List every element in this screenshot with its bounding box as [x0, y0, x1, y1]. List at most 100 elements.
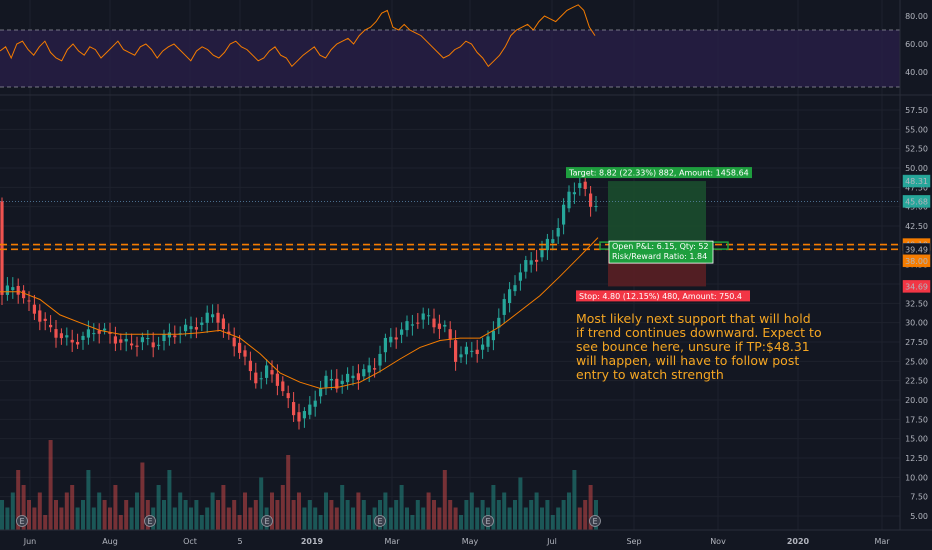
- rsi-pane: [0, 4, 900, 88]
- volume-bar: [523, 507, 528, 530]
- volume-bar: [534, 492, 539, 530]
- candle-body: [124, 338, 128, 342]
- candle-body: [481, 344, 485, 350]
- volume-bar: [140, 462, 145, 530]
- volume-bar: [86, 470, 91, 530]
- volume-bar: [340, 485, 345, 530]
- moving-average-line: [0, 237, 599, 389]
- candle-body: [162, 334, 166, 341]
- time-tick-label: 2019: [301, 537, 324, 546]
- candle-body: [529, 260, 533, 265]
- candle-body: [59, 333, 63, 339]
- price-tick-label: 10.00: [905, 473, 928, 482]
- volume-bar: [545, 500, 550, 530]
- candle-body: [103, 328, 107, 331]
- volume-bar: [124, 500, 129, 530]
- price-tag-bg: [902, 254, 931, 268]
- target-zone: [608, 181, 706, 250]
- earnings-marker: [589, 515, 601, 527]
- volume-bar: [226, 507, 231, 530]
- rsi-tick-label: 40.00: [905, 68, 928, 77]
- time-tick-label: 2020: [787, 537, 810, 546]
- volume-bar: [324, 492, 328, 530]
- candle-body: [367, 365, 371, 373]
- volume-bar: [394, 500, 399, 530]
- price-tag: 39.49: [905, 245, 928, 254]
- candle-body: [297, 412, 301, 422]
- earnings-marker-label: E: [264, 517, 269, 526]
- stop-label: Stop: 4.80 (12.15%) 480, Amount: 750.4: [579, 292, 742, 301]
- volume-bar: [48, 440, 53, 530]
- volume-bar: [16, 470, 21, 530]
- candle-body: [22, 290, 26, 299]
- candle-body: [54, 329, 58, 338]
- horizontal-lines[interactable]: [0, 201, 900, 251]
- candle-body: [572, 192, 576, 195]
- volume-bar: [75, 507, 80, 530]
- candle-body: [194, 327, 198, 330]
- price-tick-label: 42.50: [905, 222, 928, 231]
- time-tick-label: Nov: [710, 537, 726, 546]
- candle-body: [383, 337, 387, 353]
- volume-bar: [453, 507, 458, 530]
- volume-bar: [102, 500, 107, 530]
- candle-body: [135, 345, 139, 347]
- volume-bar: [437, 507, 442, 530]
- time-tick-label: Jul: [546, 537, 557, 546]
- candle-body: [200, 322, 204, 325]
- volume-bar: [507, 507, 512, 530]
- earnings-marker: [374, 515, 386, 527]
- price-axis[interactable]: 57.5055.0052.5050.0047.5045.0042.5040.00…: [899, 0, 931, 530]
- candle-body: [65, 335, 69, 338]
- candle-body: [146, 338, 150, 340]
- candle-body: [49, 324, 53, 328]
- candle-body: [443, 324, 447, 327]
- volume-bar: [502, 492, 507, 530]
- candle-body: [551, 239, 555, 244]
- volume-bar: [59, 507, 64, 530]
- candle-body: [589, 193, 593, 207]
- time-axis[interactable]: Jun Aug Oct 5 2019 Mar May Jul Sep Nov 2020 Mar: [0, 529, 932, 546]
- rsi-tick-label: 80.00: [905, 12, 928, 21]
- price-tick-label: 25.00: [905, 357, 928, 366]
- candle-body: [524, 260, 528, 272]
- volume-bar: [540, 507, 544, 530]
- candle-body: [184, 324, 188, 332]
- candle-body: [238, 342, 242, 353]
- earnings-marker: [144, 515, 156, 527]
- candle-body: [281, 381, 285, 392]
- price-tick-label: 12.50: [905, 454, 928, 463]
- candle-body: [454, 340, 458, 362]
- volume-bar: [464, 500, 469, 530]
- candle-body: [5, 285, 9, 295]
- volume-bar: [459, 515, 463, 530]
- candle-body: [151, 342, 155, 348]
- volume-bar: [108, 507, 112, 530]
- candle-body: [248, 360, 252, 372]
- volume-bar: [583, 500, 588, 530]
- candle-body: [578, 183, 582, 189]
- volume-bar: [567, 492, 571, 530]
- candle-body: [270, 370, 274, 375]
- time-tick-label: 5: [237, 537, 242, 546]
- volume-bar: [329, 500, 334, 530]
- candle-body: [394, 337, 398, 340]
- volume-bar: [259, 477, 264, 530]
- volume-bar: [367, 515, 372, 530]
- volume-bar: [291, 500, 296, 530]
- volume-bar: [475, 507, 480, 530]
- volume-bar: [135, 492, 139, 530]
- volume-bar: [183, 500, 188, 530]
- candles: [0, 173, 598, 430]
- volume-bar: [415, 500, 420, 530]
- price-tick-label: 27.50: [905, 338, 928, 347]
- pnl-label: Open P&L: 6.15, Qty: 52: [612, 242, 709, 251]
- volume-bar: [588, 485, 593, 530]
- price-tick-label: 32.50: [905, 299, 928, 308]
- candle-body: [513, 285, 517, 292]
- candle-body: [259, 378, 263, 380]
- volume-bar: [594, 500, 598, 530]
- candle-body: [221, 318, 225, 330]
